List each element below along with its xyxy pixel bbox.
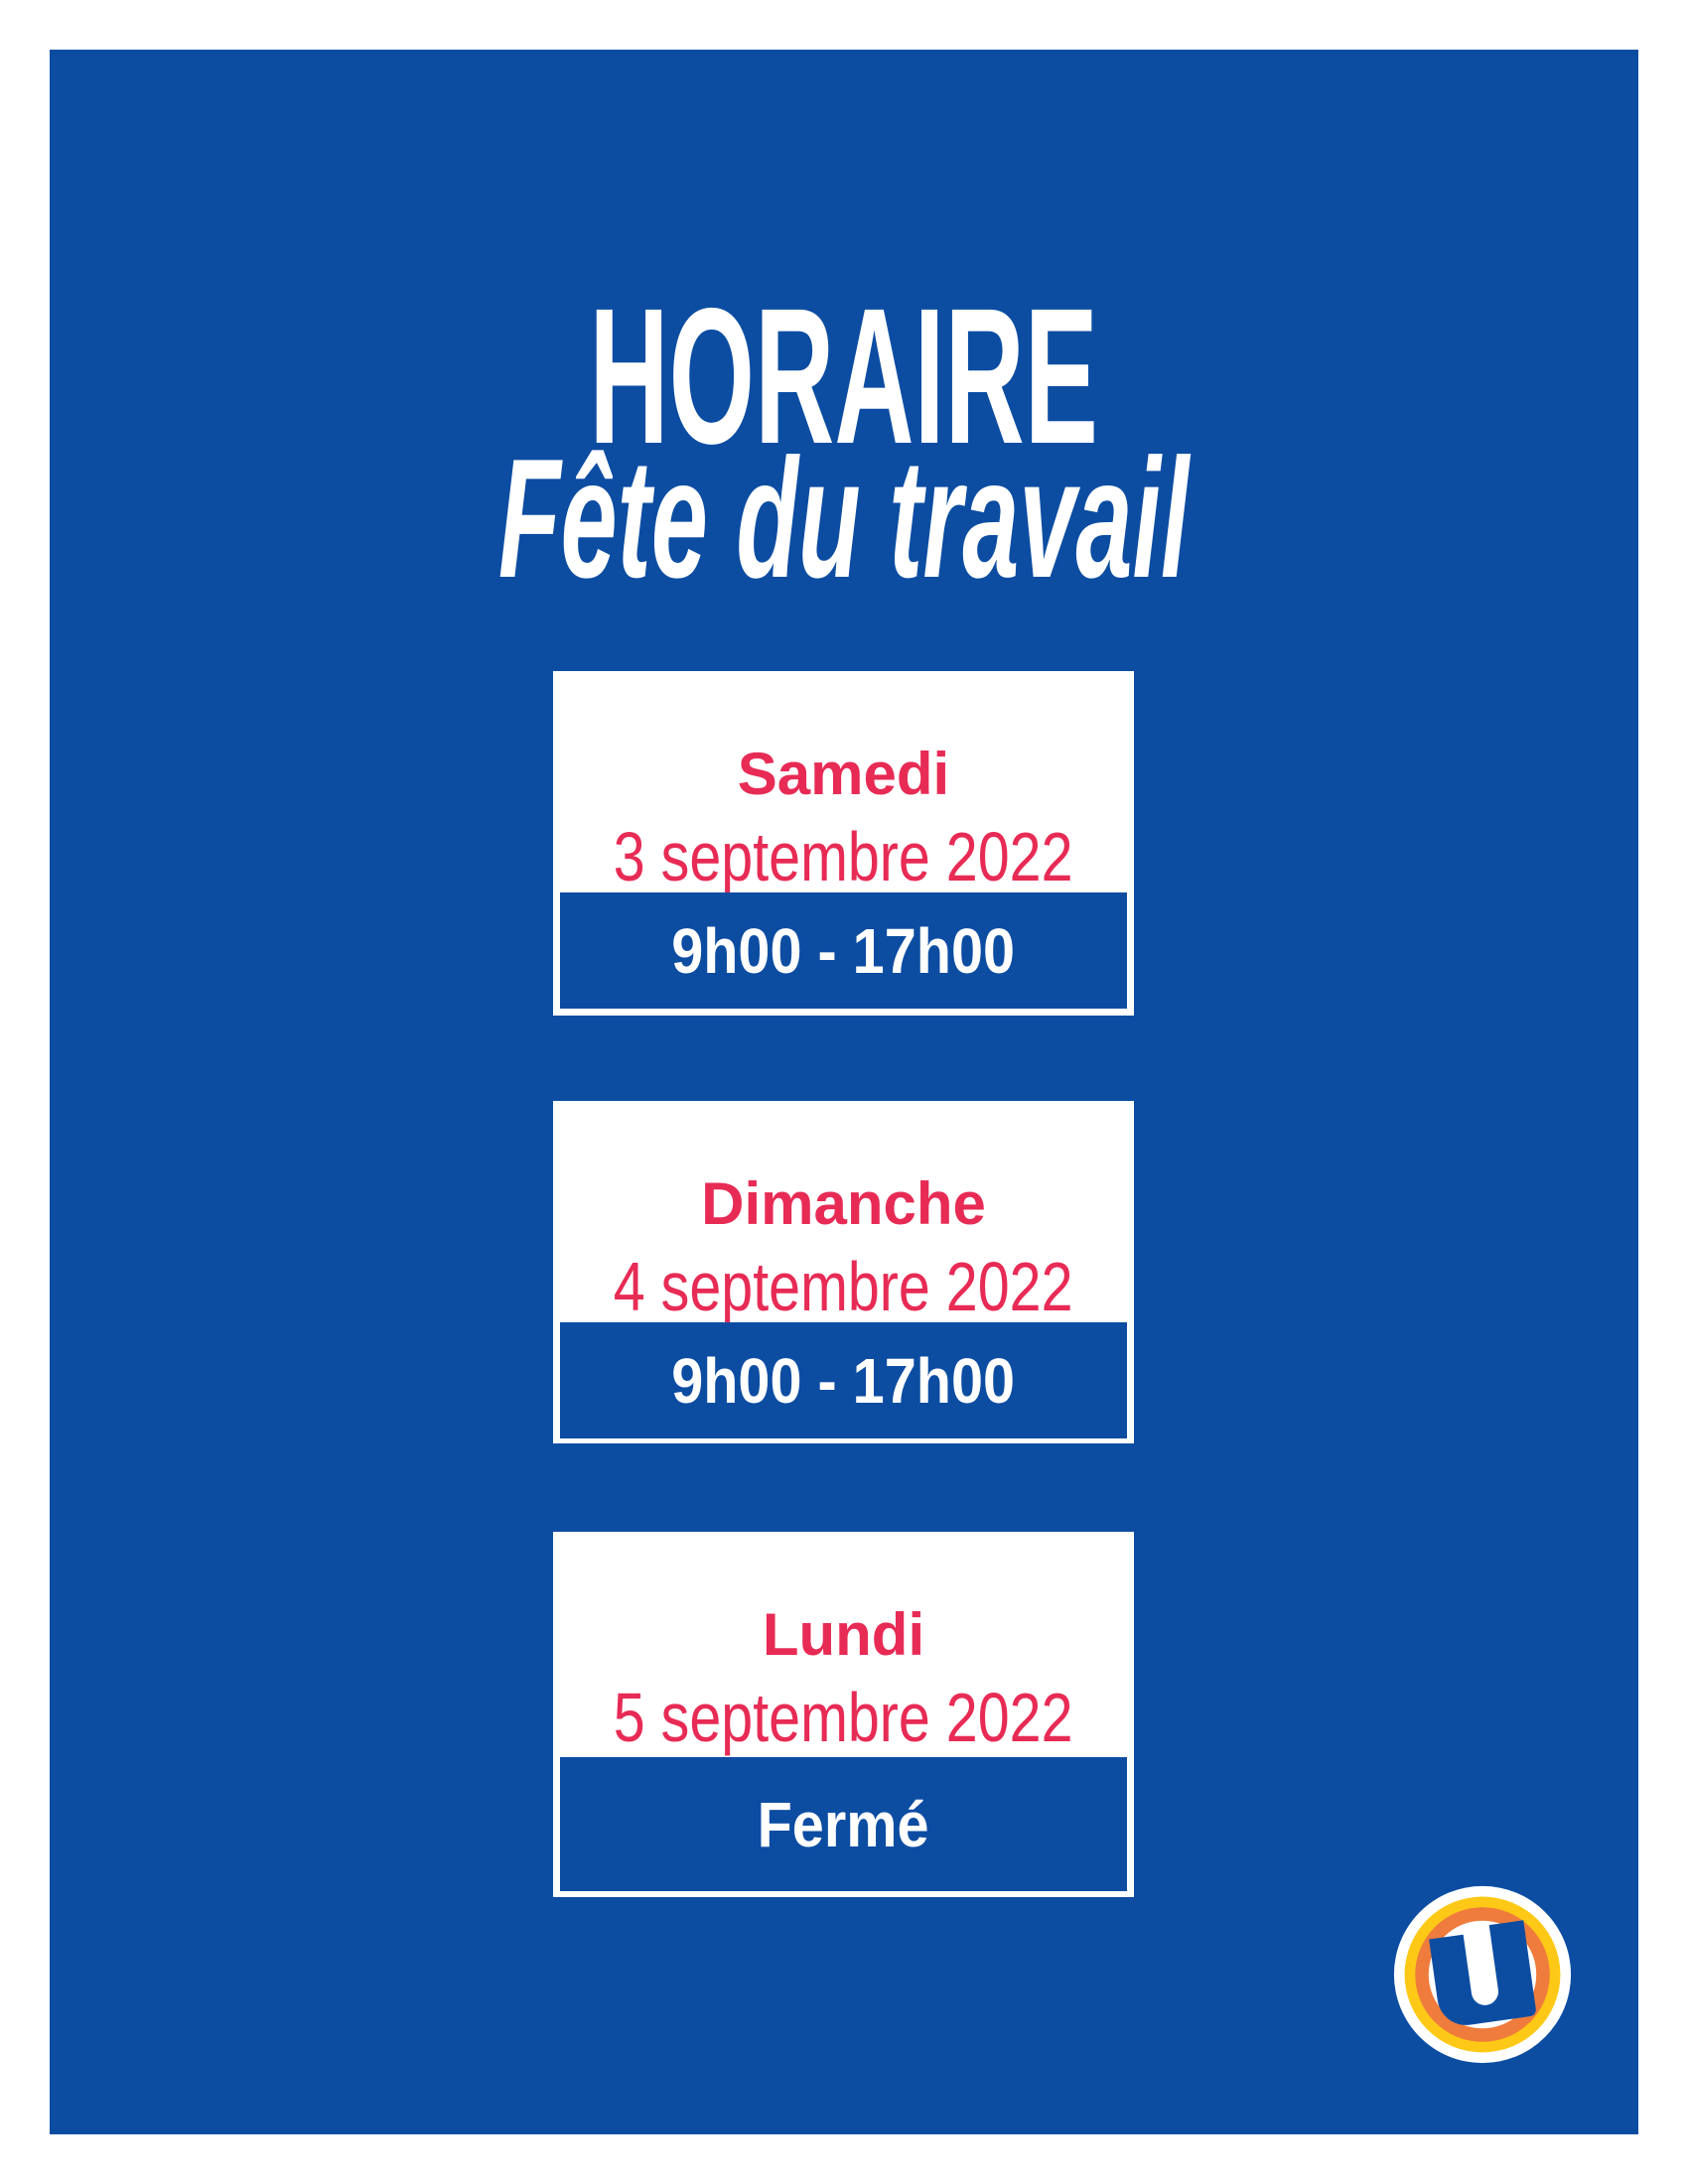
page-subtitle-text: Fête du travail [498,424,1190,614]
date-label: 5 septembre 2022 [560,1681,1127,1754]
schedule-card-header: Dimanche 4 septembre 2022 [560,1101,1127,1323]
date-label: 3 septembre 2022 [560,820,1127,892]
schedule-card-header: Lundi 5 septembre 2022 [560,1532,1127,1757]
hours-label: 9h00 - 17h00 [671,914,1016,987]
day-label: Dimanche [701,1170,986,1237]
day-label: Lundi [762,1601,925,1668]
hours-bar: Fermé [560,1757,1127,1891]
date-label-text: 5 septembre 2022 [614,1679,1073,1756]
schedule-card-saturday: Samedi 3 septembre 2022 9h00 - 17h00 [553,671,1134,1016]
poster-background: HORAIRE Fête du travail Samedi 3 septemb… [50,50,1638,2134]
page-title-text: HORAIRE [589,268,1099,484]
date-label-text: 3 septembre 2022 [614,818,1073,892]
schedule-card-header: Samedi 3 septembre 2022 [560,671,1127,893]
hours-bar: 9h00 - 17h00 [560,1322,1127,1438]
u-logo-icon [1393,1885,1572,2064]
schedule-card-sunday: Dimanche 4 septembre 2022 9h00 - 17h00 [553,1101,1134,1443]
hours-label: 9h00 - 17h00 [671,1344,1016,1417]
page-title: HORAIRE [50,280,1638,474]
date-label: 4 septembre 2022 [560,1250,1127,1322]
date-label-text: 4 septembre 2022 [614,1248,1073,1322]
day-label: Samedi [737,741,950,807]
schedule-card-monday: Lundi 5 septembre 2022 Fermé [553,1532,1134,1897]
page-subtitle: Fête du travail [50,434,1638,604]
hours-label: Fermé [758,1788,929,1860]
hours-bar: 9h00 - 17h00 [560,892,1127,1009]
u-brand-logo [1391,1883,1574,2066]
